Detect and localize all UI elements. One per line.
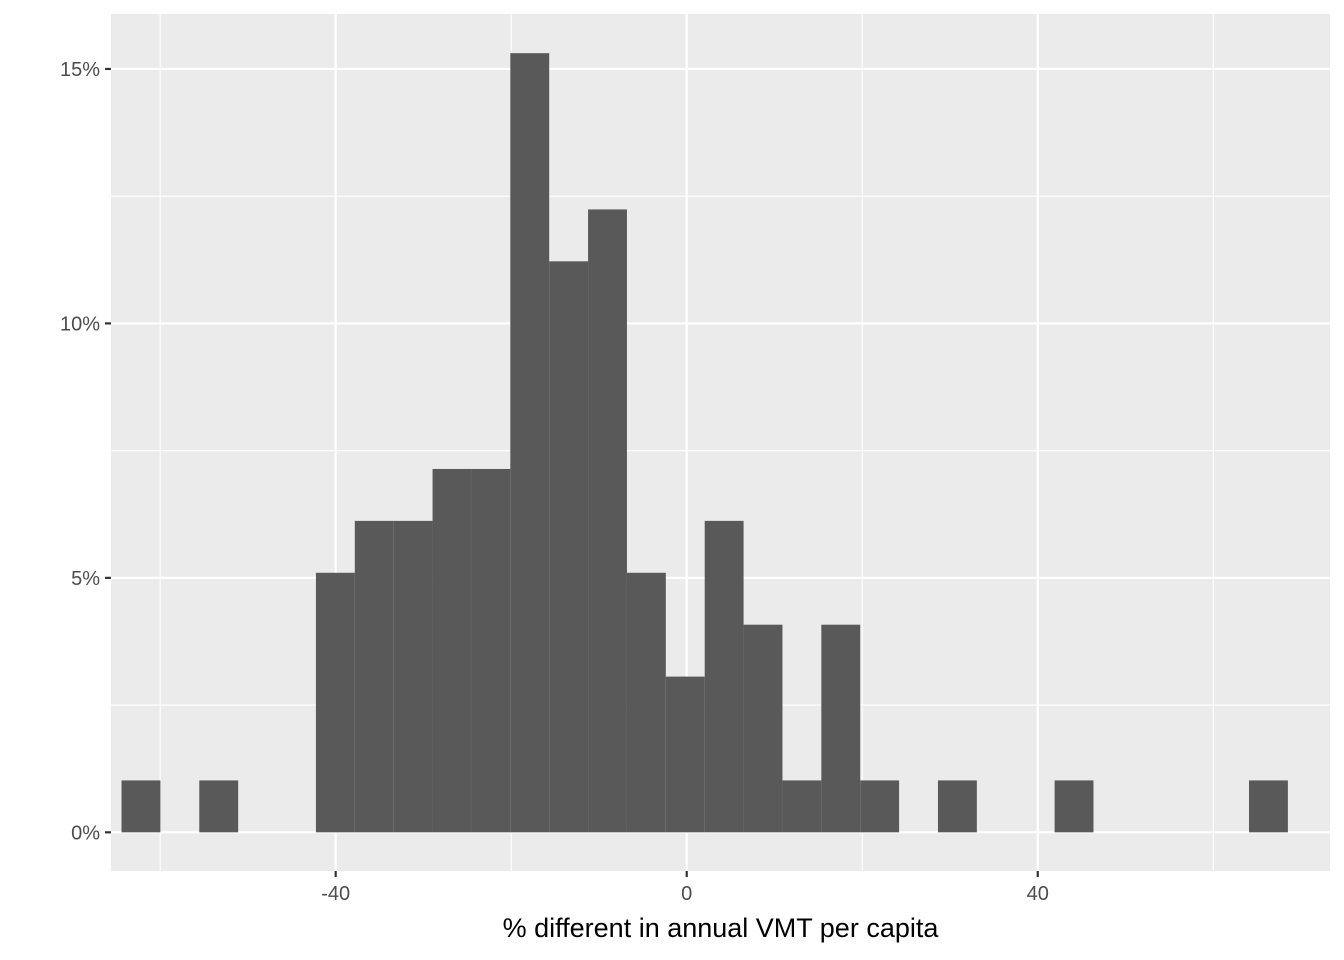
- histogram-bar: [821, 624, 861, 833]
- histogram-bar: [626, 572, 666, 833]
- histogram-bar: [121, 780, 161, 833]
- y-tick-label: 5%: [71, 568, 100, 590]
- histogram-bar: [432, 468, 472, 833]
- histogram-bar: [665, 676, 705, 833]
- histogram-bar: [549, 261, 589, 833]
- histogram-bar: [937, 780, 977, 833]
- histogram-bar: [1054, 780, 1094, 833]
- histogram-bars: [121, 53, 1288, 833]
- histogram-bar: [1248, 780, 1288, 833]
- x-tick-label: 40: [1027, 883, 1049, 905]
- histogram-bar: [588, 209, 627, 833]
- x-tick-label: -40: [321, 883, 350, 905]
- y-axis: 0% 5% 10% 15%: [60, 59, 111, 844]
- histogram-bar: [860, 780, 900, 833]
- histogram-bar: [704, 520, 744, 833]
- histogram-bar: [199, 780, 239, 833]
- histogram-bar: [510, 53, 550, 833]
- histogram-bar: [782, 780, 822, 833]
- x-axis-title: % different in annual VMT per capita: [503, 913, 940, 943]
- histogram-bar: [393, 520, 433, 833]
- y-tick-label: 15%: [60, 59, 100, 81]
- major-gridlines: [111, 14, 1330, 871]
- histogram-bar: [354, 520, 394, 833]
- histogram-bar: [315, 572, 355, 833]
- histogram-bar: [743, 624, 783, 833]
- x-axis: -40 0 40: [321, 871, 1049, 905]
- y-tick-label: 10%: [60, 313, 100, 335]
- histogram-bar: [471, 468, 511, 833]
- y-tick-label: 0%: [71, 822, 100, 844]
- x-tick-label: 0: [681, 883, 692, 905]
